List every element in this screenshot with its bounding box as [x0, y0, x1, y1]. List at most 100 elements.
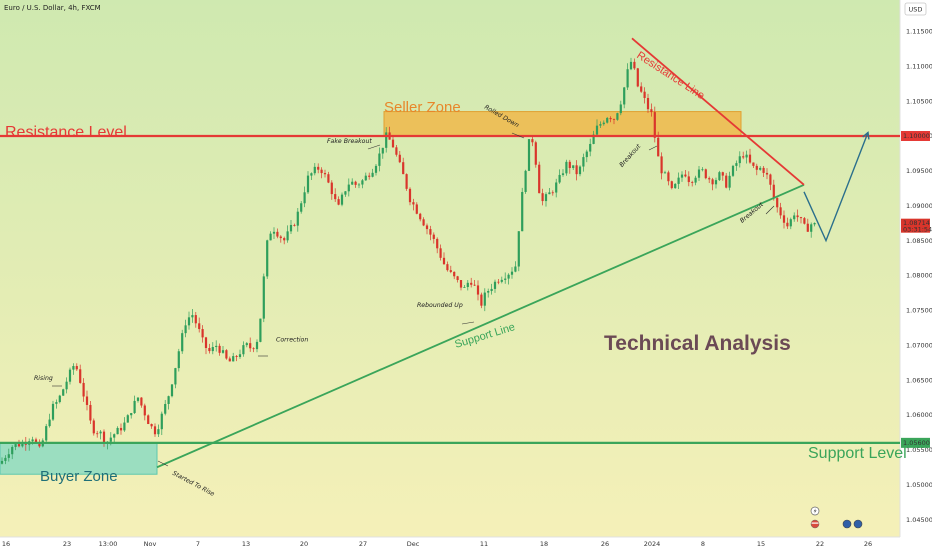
candle-body[interactable] — [82, 382, 85, 397]
candle-body[interactable] — [640, 86, 643, 92]
countdown-badge[interactable]: 03:31:54 — [903, 225, 932, 233]
candle-body[interactable] — [153, 426, 157, 435]
candle-body[interactable] — [803, 218, 806, 224]
candle-body[interactable] — [677, 177, 680, 184]
candle-body[interactable] — [150, 424, 153, 427]
candle-body[interactable] — [337, 199, 340, 205]
candle-body[interactable] — [116, 427, 119, 435]
candle-body[interactable] — [602, 122, 605, 125]
projection-path[interactable] — [803, 132, 869, 243]
candle-body[interactable] — [470, 282, 473, 285]
candle-body[interactable] — [249, 343, 252, 349]
candle-body[interactable] — [752, 162, 755, 166]
candle-body[interactable] — [504, 278, 507, 280]
candle-body[interactable] — [578, 166, 582, 175]
candle-body[interactable] — [306, 175, 310, 193]
candle-body[interactable] — [456, 276, 459, 281]
candle-body[interactable] — [85, 396, 89, 405]
candle-body[interactable] — [745, 154, 748, 158]
candle-body[interactable] — [211, 347, 214, 352]
candle-body[interactable] — [810, 224, 813, 232]
candle-body[interactable] — [748, 154, 752, 163]
candle-body[interactable] — [235, 356, 238, 357]
candle-body[interactable] — [255, 341, 259, 350]
candle-body[interactable] — [0, 460, 4, 464]
candle-body[interactable] — [612, 119, 616, 120]
candle-body[interactable] — [687, 176, 690, 183]
candle-body[interactable] — [313, 166, 316, 174]
candle-body[interactable] — [276, 231, 279, 237]
candle-body[interactable] — [643, 91, 646, 98]
candle-body[interactable] — [34, 439, 38, 443]
candle-body[interactable] — [534, 142, 537, 165]
candle-body[interactable] — [507, 274, 510, 279]
candle-body[interactable] — [283, 238, 286, 241]
candle-body[interactable] — [541, 193, 544, 202]
candle-body[interactable] — [646, 97, 650, 110]
candle-body[interactable] — [429, 229, 432, 235]
candle-body[interactable] — [72, 366, 75, 370]
candle-body[interactable] — [660, 156, 663, 174]
candle-body[interactable] — [391, 139, 395, 148]
candle-body[interactable] — [711, 179, 714, 185]
candle-body[interactable] — [697, 169, 701, 178]
candle-body[interactable] — [728, 175, 731, 188]
candle-body[interactable] — [463, 286, 466, 288]
candle-body[interactable] — [561, 173, 565, 175]
candle-body[interactable] — [446, 264, 449, 271]
candle-body[interactable] — [266, 240, 269, 277]
candle-body[interactable] — [776, 198, 779, 208]
candle-body[interactable] — [609, 117, 612, 120]
candle-body[interactable] — [449, 270, 452, 272]
candle-body[interactable] — [436, 238, 439, 249]
candle-body[interactable] — [521, 191, 524, 232]
candle-body[interactable] — [510, 271, 514, 275]
candle-body[interactable] — [7, 454, 10, 458]
candle-body[interactable] — [572, 165, 575, 169]
candle-body[interactable] — [323, 173, 327, 175]
candle-body[interactable] — [371, 172, 374, 177]
candle-body[interactable] — [344, 191, 347, 195]
candle-body[interactable] — [4, 457, 7, 461]
candle-body[interactable] — [218, 345, 221, 353]
candle-body[interactable] — [133, 400, 136, 414]
candle-body[interactable] — [215, 345, 218, 348]
candle-body[interactable] — [565, 161, 568, 174]
candle-body[interactable] — [589, 143, 592, 152]
candle-body[interactable] — [738, 156, 741, 164]
candle-body[interactable] — [310, 173, 313, 176]
candle-body[interactable] — [269, 233, 272, 241]
candle-body[interactable] — [544, 194, 548, 202]
candle-body[interactable] — [769, 174, 772, 185]
candle-body[interactable] — [347, 184, 350, 192]
candle-body[interactable] — [351, 181, 354, 185]
candle-body[interactable] — [595, 125, 599, 135]
candle-body[interactable] — [75, 366, 78, 370]
candle-body[interactable] — [548, 192, 551, 195]
candle-body[interactable] — [340, 194, 344, 205]
candle-body[interactable] — [782, 215, 786, 223]
candle-body[interactable] — [177, 351, 180, 369]
candle-body[interactable] — [140, 397, 143, 406]
candle-body[interactable] — [425, 225, 429, 230]
candle-body[interactable] — [354, 181, 357, 185]
candle-body[interactable] — [130, 413, 133, 416]
candle-body[interactable] — [204, 337, 208, 348]
candle-body[interactable] — [524, 170, 527, 192]
candle-body[interactable] — [422, 219, 425, 226]
resistance-price-badge-box[interactable] — [901, 130, 930, 141]
candle-body[interactable] — [779, 207, 782, 216]
candle-body[interactable] — [490, 288, 493, 292]
candle-body[interactable] — [17, 444, 21, 447]
candle-body[interactable] — [208, 347, 211, 352]
candle-body[interactable] — [629, 61, 633, 70]
support-trendline[interactable] — [156, 183, 805, 469]
currency-badge-box[interactable] — [904, 2, 927, 16]
candle-body[interactable] — [623, 87, 626, 105]
candle-body[interactable] — [701, 169, 704, 171]
candle-body[interactable] — [55, 402, 58, 404]
candle-body[interactable] — [92, 420, 95, 434]
candle-body[interactable] — [296, 211, 299, 226]
candle-body[interactable] — [259, 318, 262, 342]
